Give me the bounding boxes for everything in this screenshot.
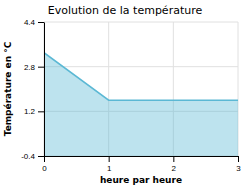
tick-mark <box>38 111 44 112</box>
axis-line <box>44 23 45 157</box>
x-axis-label: heure par heure <box>100 175 182 185</box>
y-axis: -0.4 1.2 2.8 4.4 <box>21 18 44 161</box>
tick: 3 <box>236 156 241 173</box>
axis-line <box>45 156 239 157</box>
grid <box>44 22 238 156</box>
tick-label: 2.8 <box>24 63 36 72</box>
area <box>44 53 238 156</box>
chart: 0 1 2 3 -0.4 1.2 2.8 4.4 Evolution de la tempéra… <box>0 0 250 188</box>
tick: 2 <box>172 156 177 173</box>
tick-mark <box>44 156 45 162</box>
tick-label: 3 <box>236 164 241 173</box>
tick-label: 1 <box>107 164 112 173</box>
title: Evolution de la température <box>48 4 203 17</box>
tick-mark <box>38 156 44 157</box>
tick-label: 4.4 <box>24 18 36 27</box>
line <box>44 53 238 100</box>
tick-mark <box>109 156 110 162</box>
tick: 0 <box>42 156 47 173</box>
y-axis-label: Température en °C <box>3 41 13 136</box>
tick-label: 1.2 <box>24 107 36 116</box>
grid-line <box>44 66 238 67</box>
grid-line <box>44 22 238 23</box>
tick-mark <box>38 67 44 68</box>
tick-label: 2 <box>172 164 177 173</box>
tick: -0.4 <box>21 152 44 161</box>
tick: 1 <box>107 156 112 173</box>
tick-mark <box>238 156 239 162</box>
tick: 2.8 <box>24 63 44 72</box>
tick-mark <box>173 156 174 162</box>
tick: 1.2 <box>24 107 44 116</box>
grid-line <box>44 22 45 156</box>
tick: 4.4 <box>24 18 44 27</box>
x-axis: 0 1 2 3 <box>42 156 241 173</box>
marks <box>44 53 238 156</box>
plot: 0 1 2 3 -0.4 1.2 2.8 4.4 <box>21 18 241 173</box>
tick-mark <box>38 22 44 23</box>
tick-label: 0 <box>42 164 47 173</box>
tick-label: -0.4 <box>21 152 35 161</box>
